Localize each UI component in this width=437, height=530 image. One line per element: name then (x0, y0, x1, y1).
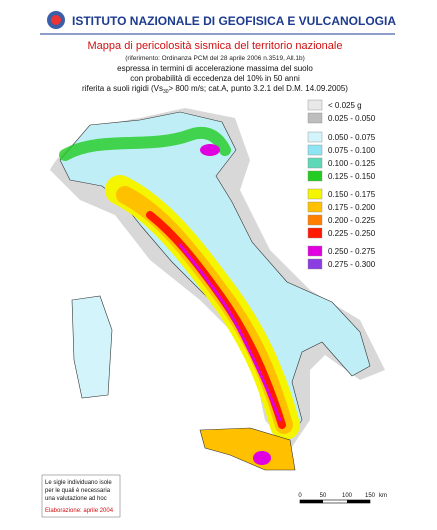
scale-label: 50 (320, 493, 327, 499)
scale-label: 0 (298, 493, 302, 499)
soil-text: > 800 m/s; cat.A, punto 3.2.1 del D.M. 1… (169, 84, 349, 93)
legend-label: 0.050 - 0.075 (328, 133, 376, 142)
legend-swatch (307, 214, 323, 226)
legend-label: 0.175 - 0.200 (328, 203, 376, 212)
apennines-core (178, 243, 282, 422)
legend-label: 0.100 - 0.125 (328, 159, 376, 168)
map (50, 108, 385, 471)
alps-band (59, 126, 231, 161)
note-line: per le quali è necessaria (45, 488, 111, 494)
legend: < 0.025 g 0.025 - 0.050 0.050 - 0.075 0.075… (307, 99, 376, 270)
scale-label: 150 (365, 493, 376, 499)
soil-sub: 30 (163, 89, 169, 95)
map-title: Mappa di pericolosità sismica del territ… (88, 40, 343, 52)
note-line: Le sigle individuano isole (45, 480, 112, 486)
legend-label: 0.025 - 0.050 (328, 114, 376, 123)
sardinia (71, 295, 113, 399)
map-description: espressa in termini di accelerazione mas… (117, 64, 313, 73)
scale-label: km (379, 493, 387, 499)
legend-label: < 0.025 g (328, 101, 362, 110)
friuli-zone (200, 144, 220, 156)
legend-label: 0.200 - 0.225 (328, 216, 376, 225)
legend-swatch (307, 201, 323, 213)
legend-label: 0.125 - 0.150 (328, 172, 376, 181)
legend-label: 0.075 - 0.100 (328, 146, 376, 155)
map-soil: riferita a suoli rigidi (Vs30> 800 m/s; … (82, 84, 348, 95)
soil-text: riferita a suoli rigidi (Vs (82, 84, 163, 93)
apennines-red (146, 211, 286, 429)
legend-swatch (307, 144, 323, 156)
note-line: una valutazione ad hoc (45, 496, 107, 502)
legend-swatch (307, 112, 323, 124)
legend-swatch (307, 245, 323, 257)
legend-swatch (307, 157, 323, 169)
legend-swatch (307, 188, 323, 200)
map-reference: (riferimento: Ordinanza PCM del 28 april… (125, 55, 305, 62)
logo-core (51, 15, 61, 25)
legend-swatch (307, 227, 323, 239)
legend-swatch (307, 131, 323, 143)
scale-segment (347, 500, 370, 503)
scale-label: 100 (342, 493, 353, 499)
sicily-core (253, 451, 271, 465)
scale-bar: 0 50 100 150 km (298, 493, 387, 504)
scale-segment (300, 500, 323, 503)
legend-swatch (307, 99, 323, 111)
legend-swatch (307, 170, 323, 182)
legend-label: 0.250 - 0.275 (328, 247, 376, 256)
legend-swatch (307, 258, 323, 270)
legend-label: 0.150 - 0.175 (328, 190, 376, 199)
header-title: ISTITUTO NAZIONALE DI GEOFISICA E VULCAN… (72, 14, 396, 28)
legend-label: 0.275 - 0.300 (328, 260, 376, 269)
sicily (199, 427, 296, 471)
note-box (41, 474, 121, 518)
map-description: con probabilità di eccedenza del 10% in … (130, 74, 300, 83)
elaboration: Elaborazione: aprile 2004 (45, 508, 114, 514)
legend-label: 0.225 - 0.250 (328, 229, 376, 238)
